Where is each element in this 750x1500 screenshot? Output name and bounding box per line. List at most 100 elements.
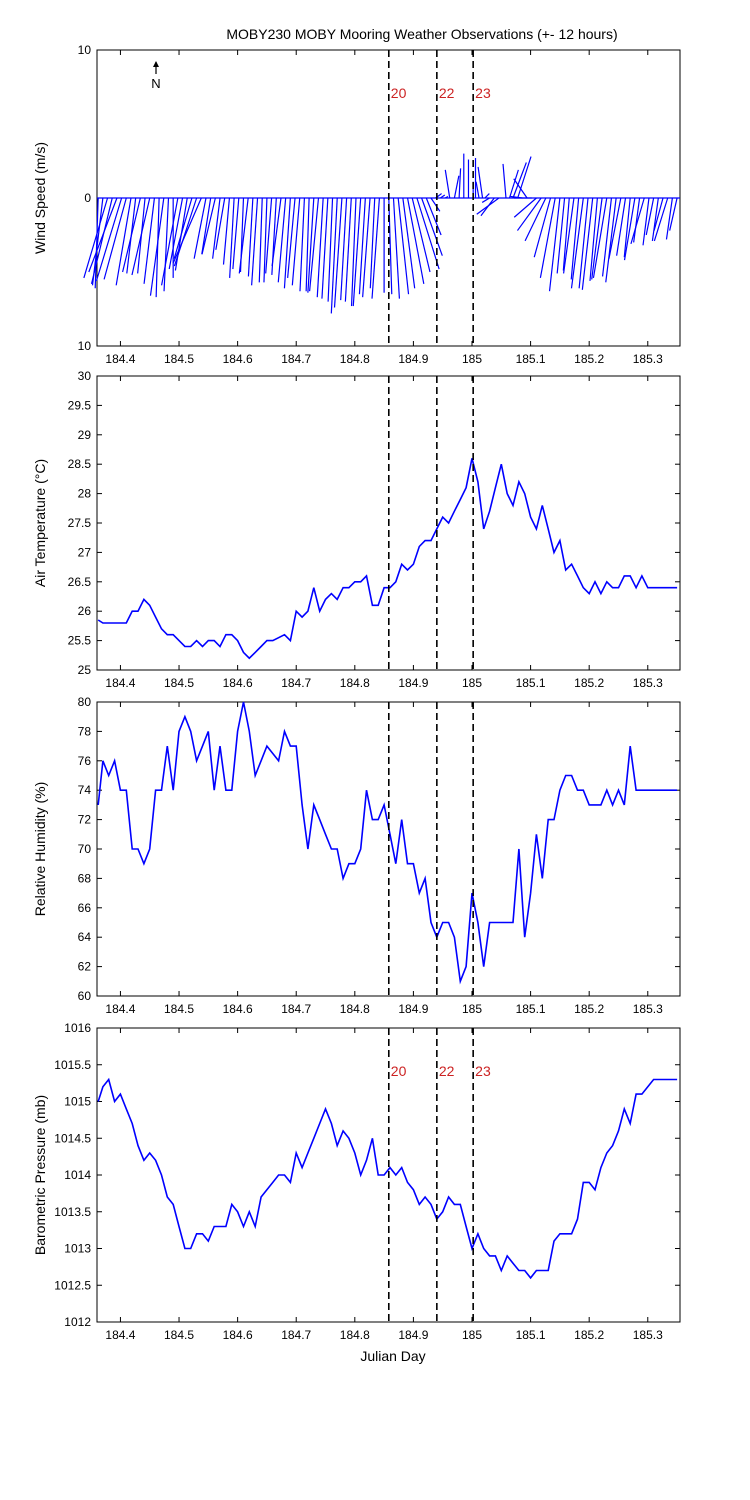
x-tick-label: 185.3 bbox=[633, 352, 663, 366]
wind-vector bbox=[630, 197, 645, 245]
y-tick-label: 68 bbox=[78, 871, 92, 885]
y-tick-label: 1014 bbox=[64, 1168, 91, 1182]
wind-vector bbox=[316, 197, 324, 298]
wind-vector bbox=[605, 197, 617, 283]
data-line bbox=[97, 1077, 678, 1280]
wind-vector bbox=[411, 197, 431, 273]
wind-vector bbox=[562, 197, 570, 271]
wind-vector bbox=[172, 197, 202, 264]
event-marker-label: 20 bbox=[391, 85, 407, 101]
wind-vector bbox=[653, 197, 669, 242]
wind-vector bbox=[309, 197, 320, 292]
wind-vector bbox=[601, 197, 613, 277]
wind-vector bbox=[291, 197, 301, 286]
wind-vector bbox=[340, 197, 348, 301]
wind-vector bbox=[173, 197, 193, 259]
wind-vector bbox=[265, 197, 273, 274]
x-tick-label: 184.5 bbox=[164, 1328, 194, 1342]
y-tick-label: 28 bbox=[78, 487, 92, 501]
wind-vector bbox=[623, 197, 636, 261]
y-tick-label: 1013.5 bbox=[54, 1205, 91, 1219]
data-line bbox=[97, 458, 678, 660]
wind-vector bbox=[283, 197, 291, 289]
x-tick-label: 185.1 bbox=[516, 1002, 546, 1016]
wind-vector bbox=[143, 197, 156, 284]
y-axis-label: Wind Speed (m/s) bbox=[32, 142, 48, 254]
wind-vector bbox=[589, 197, 598, 281]
wind-vector bbox=[358, 197, 366, 295]
wind-vector bbox=[556, 197, 566, 274]
wind-vector bbox=[251, 197, 259, 286]
y-axis-label: Relative Humidity (%) bbox=[32, 782, 48, 917]
wind-vector bbox=[258, 197, 263, 283]
x-tick-label: 184.9 bbox=[398, 676, 428, 690]
x-tick-label: 185.2 bbox=[574, 1002, 604, 1016]
y-tick-label: 78 bbox=[78, 724, 92, 738]
wind-vector bbox=[212, 197, 221, 259]
y-tick-label: 70 bbox=[78, 842, 92, 856]
y-tick-label: 1013 bbox=[64, 1242, 91, 1256]
panel-2: 184.4 184.5 184.6 184.7 184.8 184.9 185 185.1 18… bbox=[32, 369, 681, 690]
wind-vector bbox=[173, 197, 198, 267]
wind-vector bbox=[512, 162, 527, 199]
wind-vector bbox=[369, 197, 376, 289]
wind-vector bbox=[90, 197, 113, 284]
wind-vector bbox=[642, 197, 650, 246]
wind-vector bbox=[392, 197, 400, 299]
y-tick-label: 27 bbox=[78, 545, 92, 559]
y-tick-label: 60 bbox=[78, 989, 92, 1003]
wind-vector bbox=[88, 197, 118, 273]
wind-vector bbox=[168, 197, 184, 270]
wind-vector bbox=[307, 197, 315, 293]
wind-vector bbox=[263, 197, 268, 283]
x-axis-label: Julian Day bbox=[360, 1348, 425, 1364]
wind-vector bbox=[430, 197, 441, 212]
y-tick-label: 1015.5 bbox=[54, 1058, 91, 1072]
panel-1: 184.4 184.5 184.6 184.7 184.8 184.9 185 185.1 18… bbox=[32, 43, 681, 366]
y-tick-label: 80 bbox=[78, 695, 92, 709]
wind-vector bbox=[215, 197, 226, 250]
y-tick-label: 76 bbox=[78, 754, 92, 768]
wind-vector bbox=[271, 197, 282, 267]
y-tick-label: 74 bbox=[78, 783, 92, 797]
x-tick-label: 184.8 bbox=[340, 1328, 370, 1342]
panel-4: 184.4 184.5 184.6 184.7 184.8 184.9 185 185.1 18… bbox=[32, 1021, 681, 1342]
x-tick-label: 184.4 bbox=[105, 676, 135, 690]
x-tick-label: 184.9 bbox=[398, 1328, 428, 1342]
y-tick-label: 25 bbox=[78, 663, 92, 677]
wind-vector bbox=[327, 197, 334, 302]
wind-vector bbox=[371, 197, 381, 299]
wind-vector bbox=[665, 197, 673, 240]
x-tick-label: 184.4 bbox=[105, 1002, 135, 1016]
wind-vector bbox=[201, 197, 216, 255]
x-tick-label: 185.1 bbox=[516, 1328, 546, 1342]
wind-vector bbox=[608, 197, 622, 259]
x-tick-label: 184.6 bbox=[223, 352, 253, 366]
x-tick-label: 185.3 bbox=[633, 676, 663, 690]
x-tick-label: 184.9 bbox=[398, 352, 428, 366]
wind-vector bbox=[548, 197, 561, 292]
y-tick-label: 28.5 bbox=[68, 457, 92, 471]
wind-vector bbox=[362, 197, 371, 298]
x-tick-label: 184.4 bbox=[105, 352, 135, 366]
x-tick-label: 185.3 bbox=[633, 1328, 663, 1342]
x-tick-label: 184.6 bbox=[223, 1328, 253, 1342]
x-tick-label: 185.2 bbox=[574, 352, 604, 366]
wind-vector bbox=[421, 197, 443, 256]
x-tick-label: 185.2 bbox=[574, 676, 604, 690]
panel-3: 184.4 184.5 184.6 184.7 184.8 184.9 185 185.1 18… bbox=[32, 695, 681, 1016]
wind-vector bbox=[344, 197, 352, 302]
wind-vector bbox=[669, 197, 678, 231]
y-tick-label: 1012.5 bbox=[54, 1278, 91, 1292]
wind-vector bbox=[397, 197, 410, 295]
wind-vector bbox=[517, 156, 532, 199]
y-tick-label: 10 bbox=[78, 43, 92, 57]
y-tick-label: 1012 bbox=[64, 1315, 91, 1329]
event-marker-label: 22 bbox=[439, 85, 455, 101]
wind-vector bbox=[581, 197, 594, 290]
wind-vector bbox=[533, 197, 552, 258]
wind-vector bbox=[95, 197, 123, 282]
x-tick-label: 185.3 bbox=[633, 1002, 663, 1016]
wind-vector bbox=[578, 197, 589, 289]
figure-title: MOBY230 MOBY Mooring Weather Observation… bbox=[226, 26, 617, 42]
